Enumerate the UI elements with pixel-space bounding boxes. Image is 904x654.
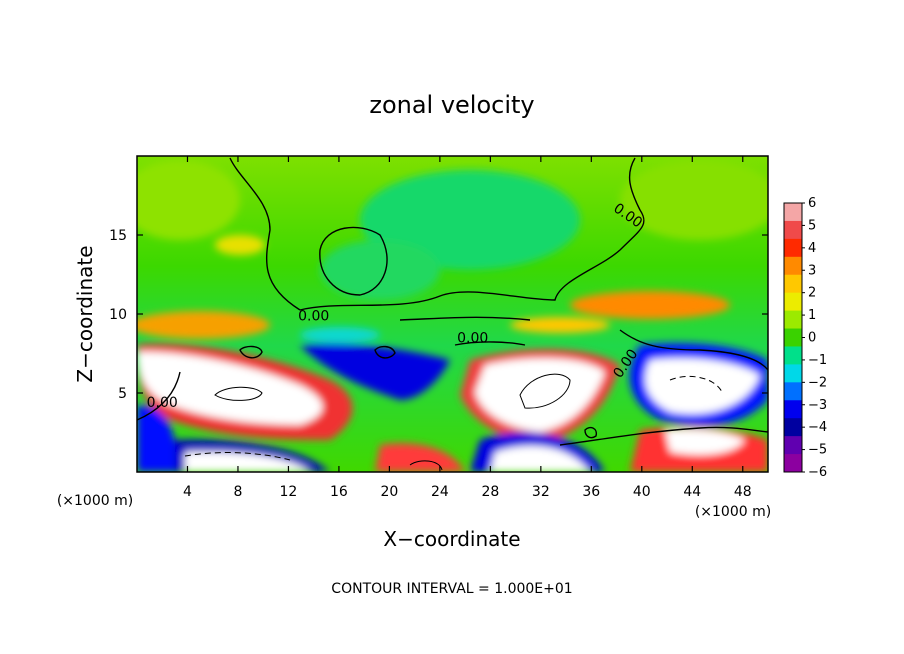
colorbar-tick-label: −1 xyxy=(808,353,827,368)
x-tick-label: 12 xyxy=(280,484,298,500)
colorbar-tick-label: 2 xyxy=(808,286,816,301)
colorbar-swatch xyxy=(784,364,802,383)
colorbar-tick-label: 3 xyxy=(808,263,816,278)
colorbar: 6 5 4 3 2 1 0 −1 −2 −3 −4 −5 −6 xyxy=(783,196,827,480)
colorbar-swatch xyxy=(784,274,802,294)
colorbar-swatch xyxy=(784,292,802,312)
colorbar-swatch xyxy=(784,310,802,330)
contour-label: 0.00 xyxy=(298,308,329,324)
x-axis-label: X−coordinate xyxy=(383,527,520,551)
contour-label: 0.00 xyxy=(147,395,178,411)
x-tick-label: 32 xyxy=(532,484,550,500)
colorbar-swatch xyxy=(784,328,802,347)
x-tick-label: 4 xyxy=(183,484,192,500)
x-unit-note: (×1000 m) xyxy=(695,504,771,520)
contour-interval-note: CONTOUR INTERVAL = 1.000E+01 xyxy=(331,581,572,597)
x-tick-label: 48 xyxy=(734,484,752,500)
colorbar-tick-label: −4 xyxy=(808,420,827,435)
heatmap-field: 0.000.000.000.000.00 xyxy=(137,156,768,472)
colorbar-tick-label: 0 xyxy=(808,331,816,346)
colorbar-swatch xyxy=(784,418,802,437)
colorbar-swatch xyxy=(784,382,802,401)
y-axis-ticks: 5 10 15 xyxy=(109,228,768,402)
positive-contour-lines xyxy=(214,373,571,471)
x-tick-label: 24 xyxy=(431,484,449,500)
y-tick-label: 5 xyxy=(118,386,127,402)
colorbar-swatch xyxy=(784,346,802,365)
x-tick-label: 20 xyxy=(380,484,398,500)
colorbar-tick-label: −2 xyxy=(808,375,827,390)
contour-label: 0.00 xyxy=(457,330,488,346)
colorbar-tick-label: −3 xyxy=(808,398,827,413)
colorbar-swatch xyxy=(784,203,802,222)
x-tick-label: 36 xyxy=(582,484,600,500)
x-tick-label: 16 xyxy=(330,484,348,500)
x-axis-ticks: 4 8 12 16 20 24 28 32 36 40 44 48 xyxy=(183,156,752,500)
y-tick-label: 15 xyxy=(109,228,127,244)
colorbar-tick-label: −6 xyxy=(808,465,827,480)
colorbar-tick-label: 4 xyxy=(808,241,816,256)
y-tick-label: 10 xyxy=(109,307,127,323)
colorbar-swatch xyxy=(784,256,802,276)
x-tick-label: 44 xyxy=(683,484,701,500)
x-tick-label: 8 xyxy=(233,484,242,500)
colorbar-tick-label: 6 xyxy=(808,196,816,211)
zero-contour-lines xyxy=(137,157,768,446)
colorbar-tick-label: −5 xyxy=(808,443,827,458)
x-tick-label: 40 xyxy=(633,484,651,500)
chart-title: zonal velocity xyxy=(369,91,534,119)
negative-contour-lines xyxy=(184,376,723,461)
colorbar-tick-label: 5 xyxy=(808,218,816,233)
colorbar-swatch xyxy=(784,220,802,240)
colorbar-swatch xyxy=(784,454,802,473)
colorbar-swatch xyxy=(784,436,802,455)
field-features xyxy=(137,160,768,472)
y-axis-label: Z−coordinate xyxy=(73,245,97,382)
colorbar-tick-label: 1 xyxy=(808,308,816,323)
colorbar-swatch xyxy=(784,238,802,258)
y-unit-note: (×1000 m) xyxy=(57,493,133,509)
colorbar-swatch xyxy=(784,400,802,419)
x-tick-label: 28 xyxy=(481,484,499,500)
